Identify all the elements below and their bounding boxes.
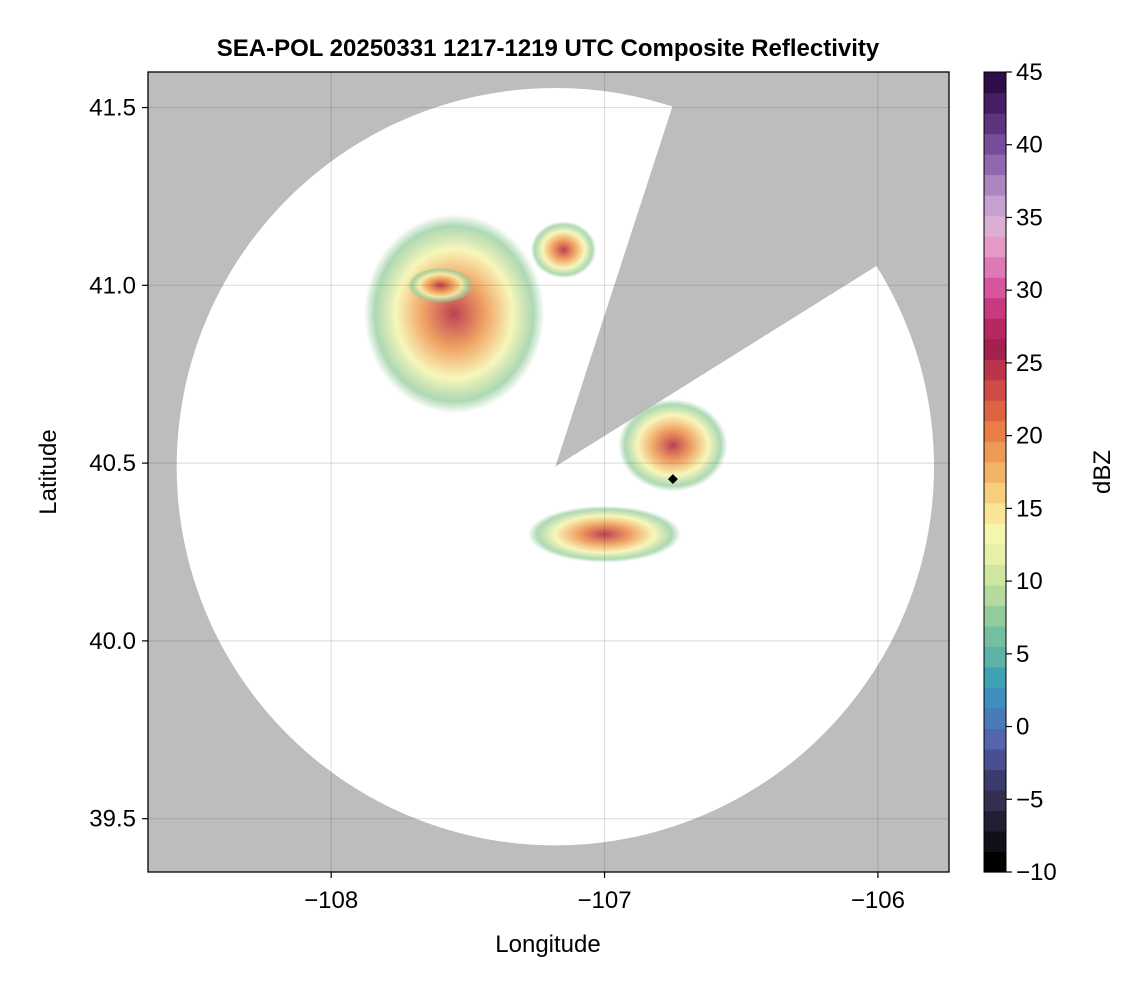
colorbar-tick-label-10: 40	[1016, 132, 1043, 159]
site-marker	[667, 474, 678, 485]
colorbar-swatch-7	[984, 707, 1006, 730]
y-tick-label-1: 40.0	[89, 628, 136, 655]
colorbar-swatch-34	[984, 154, 1006, 176]
colorbar-swatch-30	[984, 236, 1006, 258]
colorbar-swatch-2	[984, 810, 1006, 832]
colorbar-swatch-17	[984, 502, 1006, 524]
colorbar-swatch-24	[984, 359, 1006, 381]
colorbar-swatch-13	[984, 584, 1006, 606]
colorbar-swatch-20	[984, 441, 1006, 463]
colorbar-tick-label-5: 15	[1016, 495, 1043, 522]
colorbar-tick-label-7: 25	[1016, 350, 1043, 377]
colorbar-swatch-4	[984, 769, 1006, 791]
colorbar-swatch-16	[984, 523, 1006, 545]
echo-region-3	[618, 399, 728, 492]
colorbar-label: dBZ	[1089, 450, 1116, 494]
colorbar-swatch-23	[984, 379, 1006, 401]
plot-frame	[147, 71, 950, 873]
x-tick-label-0: −108	[304, 887, 358, 914]
y-tick-label-4: 41.5	[89, 95, 136, 122]
colorbar-swatch-32	[984, 195, 1006, 217]
y-axis-label: Latitude	[35, 429, 62, 514]
colorbar-swatch-22	[984, 400, 1006, 422]
colorbar-swatch-19	[984, 461, 1006, 483]
colorbar-tick-label-2: 0	[1016, 714, 1029, 741]
colorbar-swatch-27	[984, 297, 1006, 319]
reflectivity-echoes	[363, 214, 728, 563]
colorbar-tick-label-4: 10	[1016, 568, 1043, 595]
echo-region-0	[363, 214, 545, 414]
echo-region-1	[407, 267, 474, 304]
colorbar-swatch-10	[984, 646, 1006, 668]
radar-coverage	[176, 88, 935, 846]
colorbar-swatch-6	[984, 728, 1006, 750]
colorbar-swatch-33	[984, 174, 1006, 196]
y-axis-ticks: 39.5 40.0 40.5 41.0 41.5	[89, 95, 148, 833]
y-tick-label-0: 39.5	[89, 806, 136, 833]
colorbar-tick-label-6: 20	[1016, 423, 1043, 450]
colorbar-swatch-9	[984, 666, 1006, 688]
colorbar-swatch-31	[984, 215, 1006, 237]
colorbar-swatch-5	[984, 748, 1006, 771]
colorbar-swatch-11	[984, 625, 1006, 647]
colorbar-swatch-26	[984, 318, 1006, 340]
y-tick-label-3: 41.0	[89, 272, 136, 299]
echo-region-2	[530, 221, 597, 279]
colorbar-tick-label-9: 35	[1016, 204, 1043, 231]
colorbar-swatch-8	[984, 687, 1006, 709]
x-axis-ticks: −108 −107 −106	[304, 872, 905, 914]
colorbar-swatch-36	[984, 113, 1006, 135]
colorbar-swatch-25	[984, 338, 1006, 360]
colorbar-swatch-28	[984, 277, 1006, 299]
colorbar-tick-label-11: 45	[1016, 59, 1043, 86]
gridlines	[148, 72, 949, 872]
colorbar-swatch-37	[984, 92, 1006, 114]
colorbar-swatch-15	[984, 543, 1006, 565]
colorbar-swatch-29	[984, 256, 1006, 278]
colorbar-swatch-35	[984, 133, 1006, 155]
chart-title: SEA-POL 20250331 1217-1219 UTC Composite…	[217, 35, 880, 62]
colorbar-swatch-12	[984, 605, 1006, 627]
colorbar-ticks: −10 −5 0 5 10 15 20 25 30 35 40 45	[1006, 59, 1057, 886]
y-tick-label-2: 40.5	[89, 450, 136, 477]
plot-area	[148, 72, 949, 872]
colorbar	[984, 72, 1006, 873]
colorbar-swatch-3	[984, 789, 1006, 812]
colorbar-tick-label-1: −5	[1016, 786, 1043, 813]
colorbar-tick-label-3: 5	[1016, 641, 1029, 668]
colorbar-tick-label-8: 30	[1016, 277, 1043, 304]
colorbar-swatch-38	[984, 72, 1006, 94]
colorbar-swatch-21	[984, 420, 1006, 442]
colorbar-swatch-18	[984, 482, 1006, 504]
colorbar-swatch-14	[984, 564, 1006, 586]
colorbar-swatch-1	[984, 830, 1006, 853]
echo-region-4	[527, 505, 682, 563]
colorbar-swatch-0	[984, 851, 1006, 873]
x-tick-label-2: −106	[851, 887, 905, 914]
colorbar-frame	[983, 71, 1007, 873]
x-tick-label-1: −107	[578, 887, 632, 914]
x-axis-label: Longitude	[495, 931, 600, 958]
colorbar-tick-label-0: −10	[1016, 859, 1057, 886]
